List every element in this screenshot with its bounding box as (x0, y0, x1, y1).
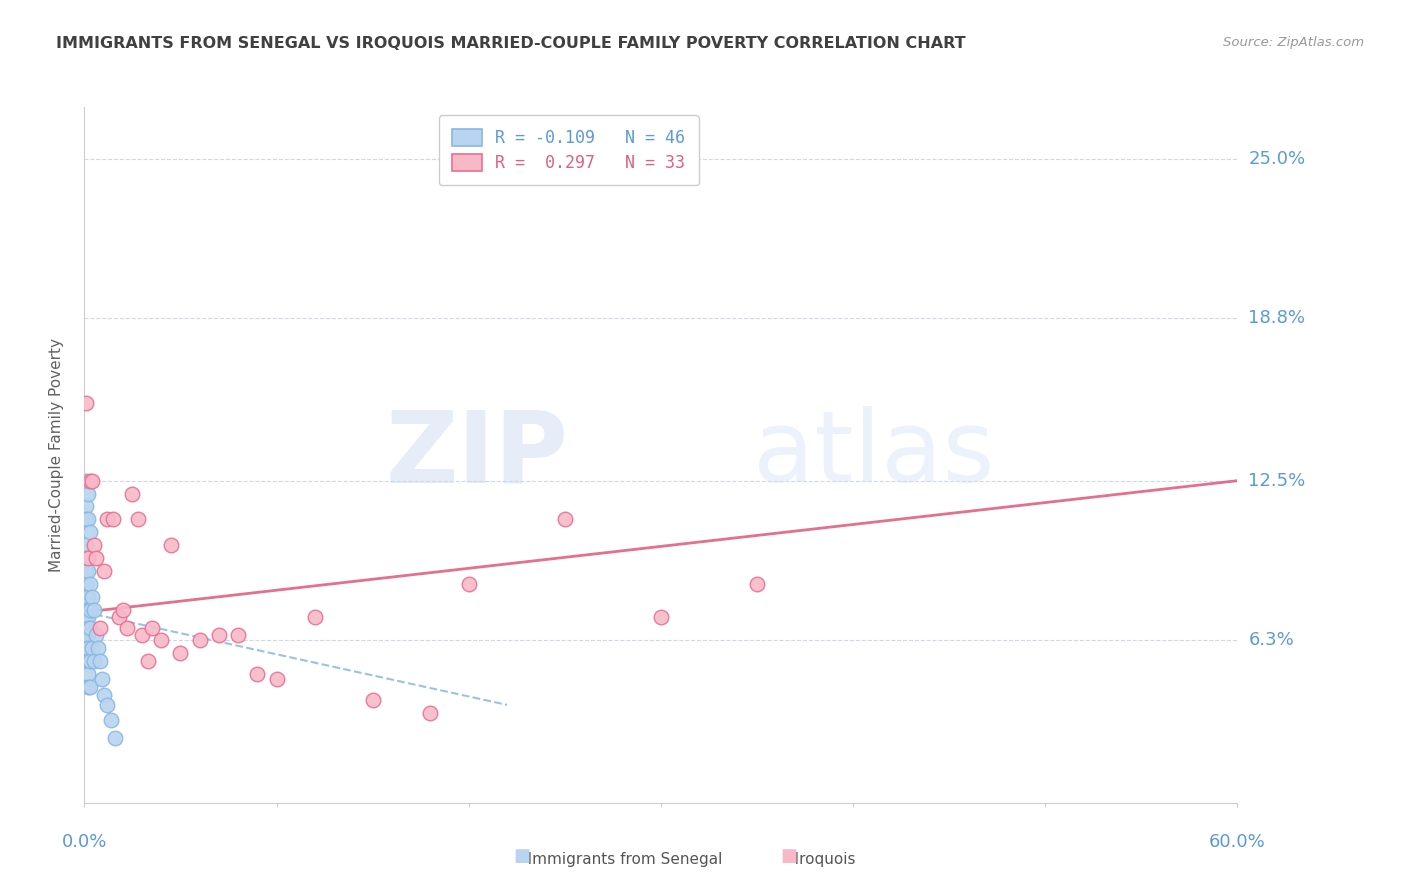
Point (136, 654, 159, 668)
Point (75, 538, 97, 552)
Point (89, 654, 111, 668)
Point (79, 576, 101, 591)
Point (77, 512, 100, 526)
Point (77, 486, 100, 500)
Point (79, 680, 101, 694)
Point (75, 576, 97, 591)
Text: Immigrants from Senegal: Immigrants from Senegal (513, 852, 723, 867)
Point (77, 680, 100, 694)
Point (75, 396, 97, 410)
Point (304, 610, 326, 624)
Point (79, 602, 101, 616)
Point (80, 474, 103, 488)
Point (79, 474, 101, 488)
Point (75, 641, 97, 656)
Text: ZIP: ZIP (385, 407, 568, 503)
Point (93, 564, 115, 578)
Point (77, 610, 100, 624)
Point (115, 621, 138, 635)
Point (121, 486, 143, 500)
Point (75, 474, 97, 488)
Point (75, 500, 97, 514)
Point (104, 731, 127, 746)
Y-axis label: Married-Couple Family Poverty: Married-Couple Family Poverty (49, 338, 65, 572)
Point (89, 621, 111, 635)
Point (84, 628, 107, 642)
Point (77, 564, 100, 578)
Point (79, 621, 101, 635)
Point (650, 610, 672, 624)
Text: 25.0%: 25.0% (1249, 150, 1306, 168)
Point (75, 646, 97, 660)
Point (208, 628, 231, 642)
Point (79, 654, 101, 668)
Point (457, 576, 479, 591)
Text: 60.0%: 60.0% (1209, 833, 1265, 851)
Point (77, 590, 100, 604)
Point (75, 512, 97, 526)
Point (75, 621, 97, 635)
Point (75, 564, 97, 578)
Point (83, 602, 105, 616)
Point (83, 654, 105, 668)
Point (77, 621, 100, 635)
Point (96, 512, 118, 526)
Point (745, 576, 768, 591)
Text: atlas: atlas (754, 407, 994, 503)
Point (103, 512, 124, 526)
Text: 18.8%: 18.8% (1249, 310, 1305, 327)
Text: 0.0%: 0.0% (62, 833, 107, 851)
Point (90, 672, 112, 686)
Point (108, 610, 131, 624)
Point (77, 641, 100, 656)
Point (77, 551, 100, 566)
Point (266, 672, 288, 686)
Point (246, 667, 269, 681)
Point (226, 628, 249, 642)
Text: ■: ■ (513, 847, 530, 865)
Point (100, 714, 122, 728)
Point (77, 628, 100, 642)
Point (131, 628, 153, 642)
Point (79, 525, 101, 540)
Point (77, 667, 100, 681)
Point (75, 610, 97, 624)
Point (75, 602, 97, 616)
Point (75, 615, 97, 630)
Point (111, 602, 134, 616)
Point (361, 692, 384, 706)
Point (96, 698, 118, 712)
Text: ■: ■ (780, 847, 797, 865)
Point (127, 512, 149, 526)
Point (75, 590, 97, 604)
Point (75, 551, 97, 566)
Point (87, 641, 110, 656)
Legend: R = -0.109   N = 46, R =  0.297   N = 33: R = -0.109 N = 46, R = 0.297 N = 33 (439, 115, 699, 185)
Point (188, 633, 211, 648)
Text: IMMIGRANTS FROM SENEGAL VS IROQUOIS MARRIED-COUPLE FAMILY POVERTY CORRELATION CH: IMMIGRANTS FROM SENEGAL VS IROQUOIS MARR… (56, 36, 966, 51)
Point (169, 646, 191, 660)
Text: Iroquois: Iroquois (780, 852, 856, 867)
Text: 12.5%: 12.5% (1249, 472, 1306, 490)
Point (141, 621, 163, 635)
Point (554, 512, 576, 526)
Point (75, 628, 97, 642)
Point (150, 633, 173, 648)
Point (80, 590, 103, 604)
Point (77, 602, 100, 616)
Point (80, 641, 103, 656)
Point (419, 706, 441, 720)
Point (75, 633, 97, 648)
Text: Source: ZipAtlas.com: Source: ZipAtlas.com (1223, 36, 1364, 49)
Point (93, 688, 115, 702)
Point (77, 654, 100, 668)
Point (83, 538, 105, 552)
Point (159, 538, 183, 552)
Point (84, 551, 107, 566)
Text: 6.3%: 6.3% (1249, 632, 1294, 649)
